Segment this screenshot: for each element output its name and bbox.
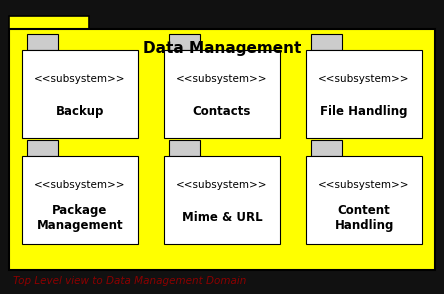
Bar xyxy=(311,140,342,156)
Bar xyxy=(9,16,89,32)
Text: Content
Handling: Content Handling xyxy=(334,203,394,232)
Text: File Handling: File Handling xyxy=(320,105,408,118)
Bar xyxy=(164,156,280,244)
Text: Contacts: Contacts xyxy=(193,105,251,118)
Bar xyxy=(306,50,422,138)
Text: <<subsystem>>: <<subsystem>> xyxy=(318,74,410,84)
Text: Package
Management: Package Management xyxy=(36,203,123,232)
Bar xyxy=(27,34,58,50)
Text: <<subsystem>>: <<subsystem>> xyxy=(34,180,126,190)
Text: Mime & URL: Mime & URL xyxy=(182,211,262,224)
Text: <<subsystem>>: <<subsystem>> xyxy=(176,74,268,84)
Text: Backup: Backup xyxy=(56,105,104,118)
Bar xyxy=(306,156,422,244)
Text: <<subsystem>>: <<subsystem>> xyxy=(318,180,410,190)
Bar xyxy=(27,140,58,156)
Bar xyxy=(22,156,138,244)
Bar xyxy=(169,140,200,156)
Bar xyxy=(169,34,200,50)
Text: Data Management: Data Management xyxy=(143,41,301,56)
Bar xyxy=(22,50,138,138)
Text: <<subsystem>>: <<subsystem>> xyxy=(34,74,126,84)
Bar xyxy=(164,50,280,138)
Bar xyxy=(9,29,435,270)
Text: <<subsystem>>: <<subsystem>> xyxy=(176,180,268,190)
Text: Top Level view to Data Management Domain: Top Level view to Data Management Domain xyxy=(13,276,247,286)
Bar xyxy=(311,34,342,50)
